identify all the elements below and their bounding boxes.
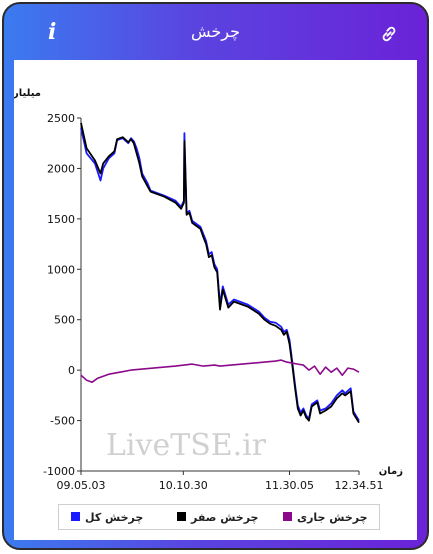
x-tick-label: 12.34.51 (335, 479, 384, 492)
x-tick-label: 10.10.30 (159, 479, 208, 492)
watermark: LiveTSE.ir (106, 428, 266, 463)
x-tick-label: 11.30.05 (265, 479, 314, 492)
y-tick-label: 2500 (47, 112, 75, 125)
chart-panel: میلیارد تومان زمان 2500 2000 1500 1000 500 0 -… (14, 60, 417, 540)
app-window: i چرخش میلیارد تومان زمان 2500 2000 1500 10… (2, 2, 429, 550)
legend: چرخش کل چرخش صفر چرخش جاری (58, 504, 380, 530)
series-line-current (81, 360, 359, 382)
y-tick-label: 2000 (47, 162, 75, 175)
legend-swatch-zero (177, 512, 186, 521)
series-line-total (81, 128, 359, 421)
legend-item-total[interactable]: چرخش کل (85, 511, 143, 524)
legend-item-zero[interactable]: چرخش صفر (191, 511, 258, 524)
series-line-zero (81, 123, 359, 423)
y-tick-label: 0 (68, 364, 75, 377)
y-tick-label: -1000 (43, 465, 75, 478)
y-axis-label: میلیارد تومان (14, 88, 41, 99)
y-tick-label: 1500 (47, 213, 75, 226)
header: i چرخش (4, 4, 427, 60)
y-tick-label: 500 (54, 314, 75, 327)
link-icon[interactable] (379, 24, 399, 44)
x-tick-label: 09.05.03 (57, 479, 106, 492)
page-title: چرخش (4, 22, 427, 41)
series-lines (81, 123, 359, 423)
legend-swatch-total (71, 512, 80, 521)
y-tick-label: 1000 (47, 263, 75, 276)
legend-item-current[interactable]: چرخش جاری (297, 511, 368, 524)
y-tick-label: -500 (50, 415, 75, 428)
x-axis-label: زمان (379, 466, 403, 477)
legend-swatch-current (283, 512, 292, 521)
